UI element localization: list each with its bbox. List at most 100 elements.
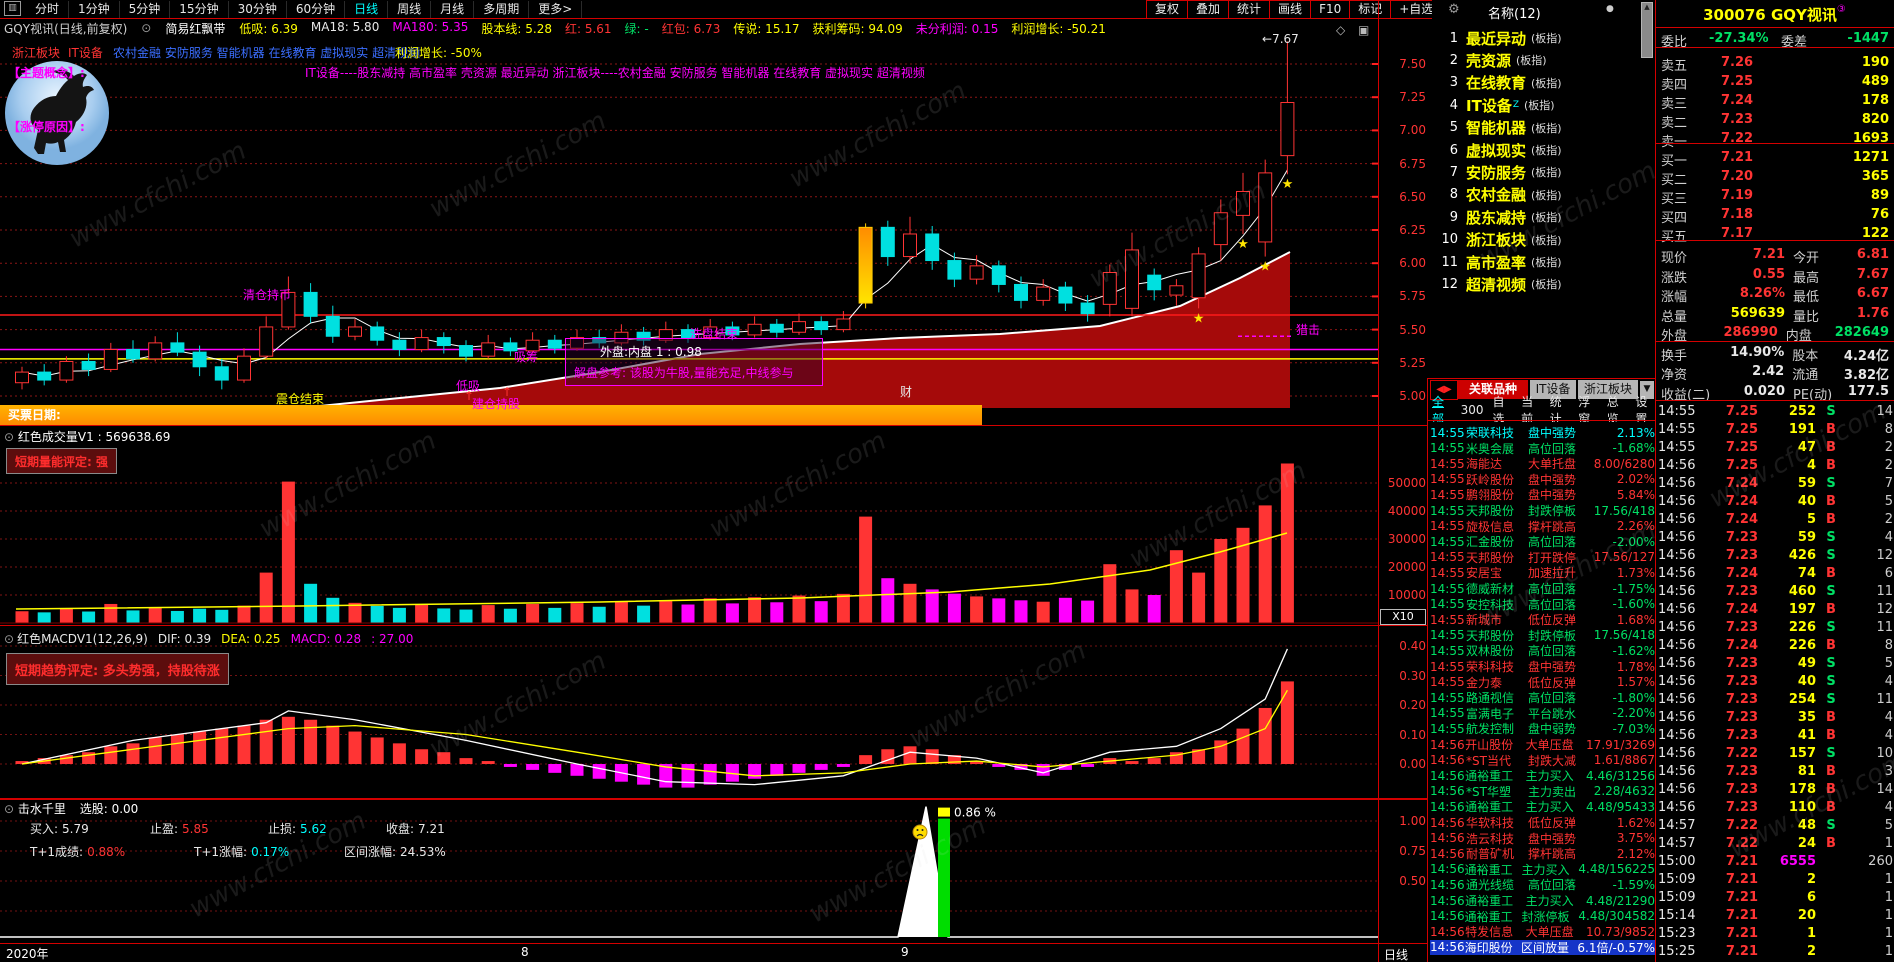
- tick-row[interactable]: 14:55 7.25 191 B 8: [1658, 422, 1893, 437]
- sector-item-IT设备[interactable]: 4 IT设备 Z (板指): [1449, 96, 1555, 115]
- collapse-icon[interactable]: ⊙: [141, 21, 152, 35]
- macd-chart[interactable]: [0, 625, 1378, 798]
- alert-row[interactable]: 14:55 旋极信息 撑杆跳高 2.26%: [1430, 519, 1655, 534]
- tick-row[interactable]: 14:56 7.24 59 S 7: [1658, 476, 1893, 491]
- alert-row[interactable]: 14:56 通裕重工 主力买入 4.48/21290: [1430, 893, 1655, 909]
- tick-row[interactable]: 15:14 7.21 20 1: [1658, 908, 1893, 923]
- sector-item-农村金融[interactable]: 8 农村金融 (板指): [1449, 186, 1562, 205]
- tick-row[interactable]: 14:56 7.23 226 S 11: [1658, 620, 1893, 635]
- toolbar-button-画线[interactable]: 画线: [1270, 1, 1312, 18]
- tick-row[interactable]: 14:56 7.23 426 S 12: [1658, 548, 1893, 563]
- tick-row[interactable]: 14:56 7.23 40 S 4: [1658, 674, 1893, 689]
- alert-row[interactable]: 14:55 海能达 大单托盘 8.00/6280: [1430, 456, 1655, 472]
- volume-indicator-name[interactable]: 红色成交量V1: [17, 430, 94, 444]
- split-view-icon[interactable]: ▣: [1358, 23, 1370, 37]
- alert-row[interactable]: 14:56 通裕重工 主力买入 4.48/95433: [1430, 799, 1655, 815]
- volume-chart[interactable]: [0, 425, 1378, 625]
- tab-浙江板块[interactable]: 浙江板块: [1578, 380, 1638, 399]
- tick-row[interactable]: 14:55 7.25 252 S 14: [1658, 404, 1893, 419]
- tick-row[interactable]: 14:56 7.22 157 S 10: [1658, 746, 1893, 761]
- tab-arrows[interactable]: ◀▶: [1430, 380, 1458, 400]
- toolbar-button-复权[interactable]: 复权: [1147, 1, 1189, 18]
- menu-item-多周期[interactable]: 多周期: [474, 0, 530, 18]
- tick-row[interactable]: 14:56 7.23 110 B 4: [1658, 800, 1893, 815]
- tick-row[interactable]: 14:56 7.23 254 S 11: [1658, 692, 1893, 707]
- menu-item-5分钟[interactable]: 5分钟: [120, 0, 171, 18]
- menu-item-分时[interactable]: 分时: [26, 0, 70, 18]
- alert-row[interactable]: 14:55 路通视信 高位回落 -1.80%: [1430, 690, 1655, 706]
- alert-row[interactable]: 14:56 开山股份 大单压盘 17.91/3269: [1430, 737, 1655, 753]
- toolbar-button-叠加[interactable]: 叠加: [1188, 1, 1230, 18]
- sector-tag[interactable]: IT设备: [68, 46, 103, 60]
- alert-row[interactable]: 14:56 浩云科技 盘中强势 3.75%: [1430, 831, 1655, 846]
- tab-IT设备[interactable]: IT设备: [1530, 380, 1576, 399]
- alert-row[interactable]: 14:55 航发控制 盘中弱势 -7.03%: [1430, 721, 1655, 737]
- toolbar-button-F10[interactable]: F10: [1311, 1, 1351, 18]
- menu-item-15分钟[interactable]: 15分钟: [170, 0, 229, 18]
- tick-row[interactable]: 15:23 7.21 1 1: [1658, 926, 1893, 941]
- stock-code-name[interactable]: 300076 GQY视讯: [1703, 6, 1837, 24]
- candlestick-chart[interactable]: ★ ★ ★ ★: [0, 38, 1378, 425]
- tick-row[interactable]: 14:56 7.25 4 B 2: [1658, 458, 1893, 473]
- tick-row[interactable]: 15:25 7.21 2 1: [1658, 944, 1893, 959]
- sector-tag[interactable]: 农村金融 安防服务 智能机器 在线教育 虚拟现实 超清视频: [113, 46, 421, 60]
- alert-row[interactable]: 14:56 通光线缆 高位回落 -1.59%: [1430, 877, 1655, 893]
- sector-item-安防服务[interactable]: 7 安防服务 (板指): [1449, 163, 1562, 182]
- alert-row[interactable]: 14:55 新城市 低位反弹 1.68%: [1430, 612, 1655, 628]
- tick-row[interactable]: 14:56 7.24 226 B 8: [1658, 638, 1893, 653]
- tick-row[interactable]: 15:09 7.21 6 1: [1658, 890, 1893, 905]
- tick-row[interactable]: 14:56 7.23 41 B 4: [1658, 728, 1893, 743]
- tick-row[interactable]: 14:56 7.24 5 B 2: [1658, 512, 1893, 527]
- alert-row[interactable]: 14:55 荣科科技 盘中强势 1.78%: [1430, 659, 1655, 675]
- menu-item-60分钟[interactable]: 60分钟: [287, 0, 346, 18]
- tick-row[interactable]: 14:56 7.24 74 B 6: [1658, 566, 1893, 581]
- alert-row[interactable]: 14:56 *ST华塑 主力卖出 2.28/4632: [1430, 784, 1655, 799]
- tick-row[interactable]: 14:56 7.23 460 S 11: [1658, 584, 1893, 599]
- alert-row[interactable]: 14:55 安居宝 加速拉升 1.73%: [1430, 565, 1655, 581]
- tick-row[interactable]: 14:56 7.24 197 B 12: [1658, 602, 1893, 617]
- window-icon[interactable]: ▥: [4, 1, 21, 16]
- scrollbar[interactable]: ▲: [1641, 2, 1653, 58]
- sector-item-超清视频[interactable]: 12 超清视频 (板指): [1441, 275, 1562, 294]
- sector-item-浙江板块[interactable]: 10 浙江板块 (板指): [1441, 231, 1562, 250]
- gear-icon[interactable]: ⚙: [1448, 2, 1460, 17]
- tab-dropdown[interactable]: ▼: [1640, 381, 1654, 399]
- tick-row[interactable]: 14:57 7.22 24 B 1: [1658, 836, 1893, 851]
- alert-row[interactable]: 14:56 通裕重工 主力买入 4.46/31256: [1430, 768, 1655, 784]
- tick-row[interactable]: 15:09 7.21 2 1: [1658, 872, 1893, 887]
- indicator-name[interactable]: 简易红飘带: [165, 21, 226, 36]
- drag-dot[interactable]: ●: [1606, 4, 1614, 14]
- alert-row[interactable]: 14:55 安控科技 高位回落 -1.60%: [1430, 597, 1655, 612]
- signal-chart[interactable]: 0.86 %: [0, 798, 1378, 943]
- alert-row[interactable]: 14:55 富满电子 平台跳水 -2.20%: [1430, 706, 1655, 721]
- alert-row[interactable]: 14:56 通裕重工 封涨停板 4.48/304582: [1430, 909, 1655, 924]
- tick-row[interactable]: 14:56 7.24 40 B 5: [1658, 494, 1893, 509]
- alert-row[interactable]: 14:56 特发信息 大单压盘 10.73/9852: [1430, 924, 1655, 940]
- date-axis[interactable]: 2020年 8 9: [0, 943, 1378, 962]
- alert-row[interactable]: 14:55 德威新材 高位回落 -1.75%: [1430, 581, 1655, 597]
- sector-item-智能机器[interactable]: 5 智能机器 (板指): [1449, 119, 1562, 138]
- sector-item-壳资源[interactable]: 2 壳资源 (板指): [1449, 51, 1547, 70]
- sector-item-最近异动[interactable]: 1 最近异动 (板指): [1449, 29, 1562, 48]
- diamond-icon[interactable]: ◇: [1336, 23, 1346, 37]
- menu-item-日线[interactable]: 日线: [345, 0, 389, 18]
- alert-row[interactable]: 14:56 通裕重工 主力买入 4.48/156225: [1430, 862, 1655, 877]
- tick-row[interactable]: 14:56 7.23 49 S 5: [1658, 656, 1893, 671]
- signal-indicator-name[interactable]: 击水千里: [17, 802, 66, 816]
- tick-row[interactable]: 14:56 7.23 35 B 4: [1658, 710, 1893, 725]
- sector-tag[interactable]: 浙江板块: [12, 46, 61, 60]
- alert-row[interactable]: 14:56 海印股份 区间放量 6.1倍/-0.57%: [1430, 939, 1655, 955]
- tick-row[interactable]: 14:55 7.25 47 B 2: [1658, 440, 1893, 455]
- alert-row[interactable]: 14:55 米奥会展 高位回落 -1.68%: [1430, 441, 1655, 456]
- alert-row[interactable]: 14:56 华软科技 低位反弹 1.62%: [1430, 815, 1655, 831]
- tick-row[interactable]: 14:56 7.23 178 B 14: [1658, 782, 1893, 797]
- sector-item-在线教育[interactable]: 3 在线教育 (板指): [1449, 74, 1562, 93]
- sector-item-股东减持[interactable]: 9 股东减持 (板指): [1449, 208, 1562, 227]
- alert-row[interactable]: 14:55 双林股份 高位回落 -1.62%: [1430, 643, 1655, 659]
- toolbar-button-标记[interactable]: 标记: [1350, 1, 1392, 18]
- tab-关联品种[interactable]: 关联品种: [1458, 380, 1528, 399]
- menu-item-1分钟[interactable]: 1分钟: [69, 0, 120, 18]
- alert-row[interactable]: 14:55 天邦股份 封跌停板 17.56/418: [1430, 503, 1655, 519]
- sector-item-虚拟现实[interactable]: 6 虚拟现实 (板指): [1449, 141, 1562, 160]
- alert-row[interactable]: 14:55 汇金股份 高位回落 -2.00%: [1430, 534, 1655, 550]
